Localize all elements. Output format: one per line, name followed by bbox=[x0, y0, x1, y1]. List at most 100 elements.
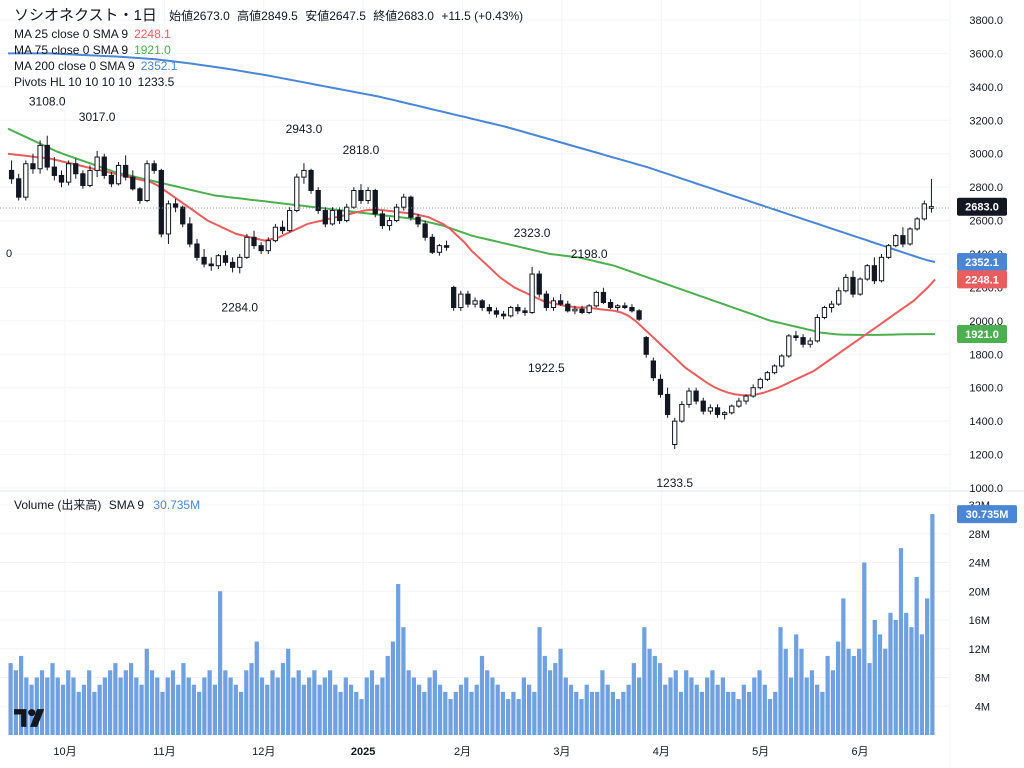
candle-down bbox=[73, 163, 79, 175]
volume-bar bbox=[626, 684, 631, 735]
candle-up bbox=[707, 407, 714, 412]
volume-bar bbox=[437, 684, 443, 735]
candle-up bbox=[736, 400, 742, 407]
candle-down bbox=[51, 166, 57, 176]
candle-up bbox=[329, 210, 336, 225]
price-tick-label: 1200.0 bbox=[969, 450, 1003, 462]
volume-bar bbox=[81, 684, 87, 735]
candle-up bbox=[458, 293, 464, 308]
volume-bar bbox=[280, 663, 286, 735]
candle-up bbox=[401, 196, 407, 208]
time-axis[interactable]: 10月 11月 12月 2025 2月 3月 4月 5月 6月 bbox=[53, 746, 868, 758]
volume-bar bbox=[13, 670, 18, 735]
candle-up bbox=[508, 306, 514, 317]
volume-bar bbox=[443, 691, 448, 735]
volume-bar bbox=[286, 648, 291, 735]
volume-bar bbox=[783, 648, 788, 735]
candle-down bbox=[336, 210, 343, 222]
volume-bar bbox=[809, 670, 815, 735]
candle-up bbox=[272, 226, 279, 242]
volume-tag-text: 30.735M bbox=[966, 509, 1009, 521]
volume-bar bbox=[767, 699, 773, 735]
candle-up bbox=[244, 236, 250, 258]
candle-down bbox=[850, 276, 856, 295]
volume-bar bbox=[930, 514, 935, 735]
time-tick-label: 3月 bbox=[553, 746, 570, 758]
pivot-label: 3108.0 bbox=[29, 95, 66, 109]
candle-down bbox=[30, 163, 36, 170]
candle-down bbox=[793, 335, 799, 339]
volume-bar bbox=[547, 670, 553, 735]
volume-bar bbox=[113, 663, 118, 735]
price-tick-label: 3600.0 bbox=[969, 48, 1003, 60]
volume-bar bbox=[841, 598, 846, 735]
candle-down bbox=[222, 255, 229, 263]
volume-tick-label: 24M bbox=[969, 558, 990, 570]
volume-bar bbox=[710, 670, 715, 735]
candle-up bbox=[914, 218, 920, 230]
candle-down bbox=[579, 308, 585, 313]
candle-down bbox=[800, 337, 806, 345]
volume-bar bbox=[835, 641, 841, 735]
volume-tick-label: 12M bbox=[969, 644, 990, 656]
symbol-title[interactable]: ソシオネクスト・1日 bbox=[14, 7, 157, 24]
volume-sma: SMA 9 bbox=[108, 498, 145, 512]
candle-up bbox=[779, 355, 785, 367]
volume-bar bbox=[307, 677, 312, 735]
volume-bar bbox=[128, 663, 134, 735]
volume-bar bbox=[432, 670, 437, 735]
candle-down bbox=[422, 223, 428, 238]
candle-down bbox=[657, 378, 664, 395]
volume-bar bbox=[108, 670, 113, 735]
volume-bar bbox=[155, 677, 160, 735]
volume-bar bbox=[815, 684, 820, 735]
volume-bar bbox=[170, 670, 176, 735]
volume-bar bbox=[202, 677, 207, 735]
volume-bar bbox=[265, 684, 270, 735]
candlesticks bbox=[8, 135, 935, 449]
volume-axis[interactable]: 32M28M24M20M16M12M8M4M bbox=[969, 500, 990, 713]
indicator-ma200[interactable]: MA 200 close 0 SMA 9 2352.1 bbox=[14, 58, 523, 74]
candle-up bbox=[65, 163, 72, 183]
indicator-ma75[interactable]: MA 75 close 0 SMA 9 1921.0 bbox=[14, 42, 523, 58]
indicator-pivots[interactable]: Pivots HL 10 10 10 10 1233.5 bbox=[14, 74, 523, 90]
candle-down bbox=[315, 189, 321, 212]
volume-bar bbox=[589, 691, 595, 735]
time-tick-label: 10月 bbox=[53, 746, 76, 758]
candle-down bbox=[322, 210, 328, 225]
price-tick-label: 1800.0 bbox=[969, 349, 1003, 361]
indicator-value: 1921.0 bbox=[134, 43, 171, 57]
candle-down bbox=[565, 303, 571, 312]
candle-down bbox=[643, 337, 649, 355]
volume-bar bbox=[338, 691, 343, 735]
volume-bar bbox=[76, 691, 81, 735]
volume-bar bbox=[396, 584, 401, 735]
time-tick-label: 4月 bbox=[653, 746, 670, 758]
indicator-ma25[interactable]: MA 25 close 0 SMA 9 2248.1 bbox=[14, 26, 523, 42]
volume-bar bbox=[301, 684, 307, 735]
volume-bar bbox=[448, 699, 453, 735]
candle-down bbox=[172, 203, 179, 208]
volume-bar bbox=[516, 699, 521, 735]
candle-down bbox=[871, 265, 878, 282]
volume-bar bbox=[925, 598, 930, 735]
volume-bar bbox=[563, 677, 568, 735]
volume-legend[interactable]: Volume (出来高) SMA 9 30.735M bbox=[14, 497, 200, 513]
volume-bar bbox=[474, 684, 479, 735]
volume-bar bbox=[160, 691, 165, 735]
candle-up bbox=[679, 403, 685, 422]
volume-bar bbox=[773, 691, 778, 735]
open-value: 2673.0 bbox=[193, 9, 230, 23]
candle-up bbox=[94, 156, 100, 171]
volume-bar bbox=[270, 670, 275, 735]
candle-down bbox=[429, 236, 435, 253]
candle-up bbox=[821, 306, 828, 319]
volume-bar bbox=[699, 691, 705, 735]
candle-up bbox=[23, 163, 29, 198]
volume-bar bbox=[804, 677, 809, 735]
volume-bar bbox=[595, 691, 600, 735]
volume-bar bbox=[66, 670, 71, 735]
candle-up bbox=[615, 305, 621, 308]
tradingview-logo-icon[interactable] bbox=[14, 704, 46, 732]
